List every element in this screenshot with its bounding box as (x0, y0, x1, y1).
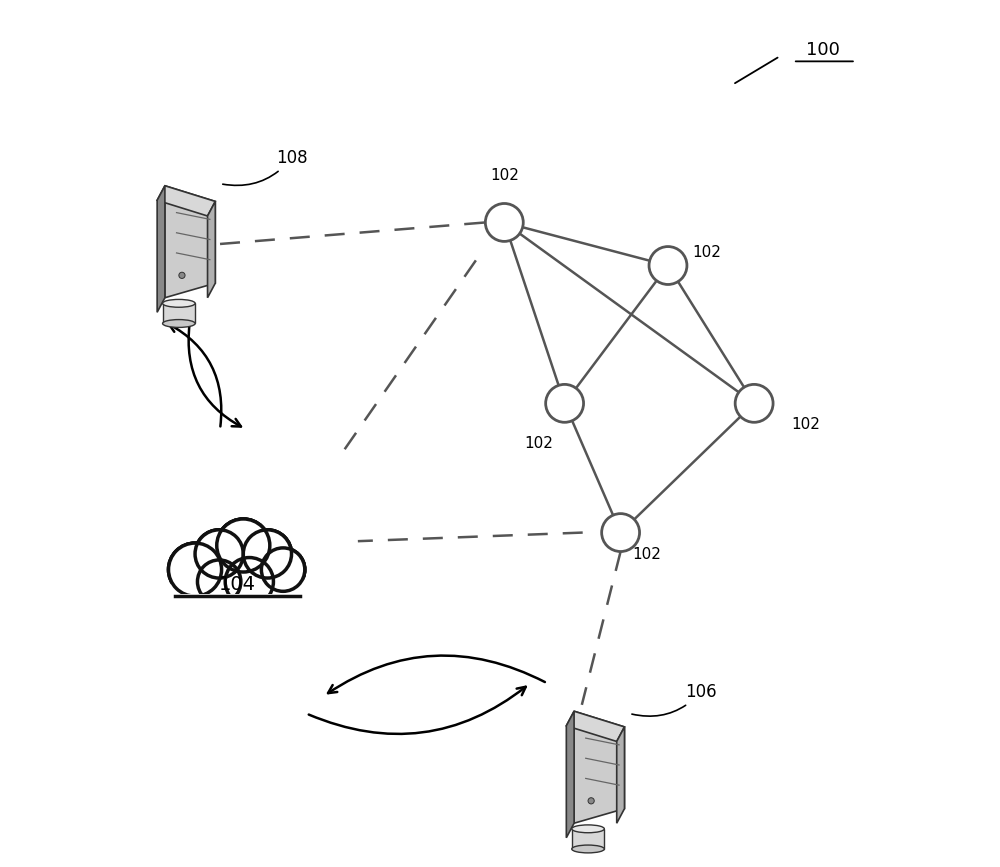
Text: 102: 102 (692, 245, 721, 260)
FancyBboxPatch shape (170, 576, 305, 600)
Circle shape (169, 543, 222, 596)
Text: 108: 108 (223, 149, 308, 186)
Circle shape (262, 549, 304, 590)
Polygon shape (617, 727, 624, 824)
FancyBboxPatch shape (163, 303, 195, 323)
Ellipse shape (572, 825, 604, 832)
Circle shape (649, 246, 687, 284)
Circle shape (602, 513, 640, 551)
Circle shape (195, 530, 243, 578)
Circle shape (197, 560, 241, 603)
Polygon shape (574, 711, 624, 824)
Circle shape (217, 519, 270, 572)
Text: 106: 106 (632, 683, 717, 716)
Circle shape (217, 519, 270, 572)
Circle shape (485, 204, 523, 241)
Circle shape (226, 558, 273, 605)
FancyBboxPatch shape (175, 594, 300, 624)
Circle shape (735, 384, 773, 422)
Ellipse shape (163, 320, 195, 328)
Text: 104: 104 (219, 575, 256, 594)
Circle shape (261, 548, 305, 591)
Polygon shape (157, 186, 165, 312)
Circle shape (261, 548, 305, 591)
Circle shape (169, 544, 221, 596)
Circle shape (546, 384, 584, 422)
Text: 102: 102 (490, 167, 519, 183)
Polygon shape (157, 186, 215, 216)
Ellipse shape (163, 299, 195, 307)
Polygon shape (208, 201, 215, 297)
Ellipse shape (572, 845, 604, 853)
Circle shape (195, 530, 243, 578)
Circle shape (179, 272, 185, 278)
Circle shape (243, 530, 292, 578)
Text: 102: 102 (791, 417, 820, 433)
Circle shape (196, 531, 243, 577)
Circle shape (197, 560, 241, 603)
FancyBboxPatch shape (170, 573, 305, 600)
Circle shape (588, 798, 594, 804)
FancyBboxPatch shape (572, 829, 604, 849)
Circle shape (225, 557, 273, 606)
Circle shape (243, 530, 292, 578)
Circle shape (218, 519, 269, 571)
Text: 102: 102 (524, 436, 553, 452)
Text: 102: 102 (632, 546, 661, 562)
Polygon shape (566, 711, 624, 741)
FancyBboxPatch shape (171, 572, 304, 598)
Circle shape (244, 531, 291, 577)
Circle shape (198, 561, 240, 603)
Polygon shape (165, 186, 215, 297)
Circle shape (225, 557, 273, 606)
Text: 100: 100 (806, 41, 840, 59)
Circle shape (169, 543, 222, 596)
Polygon shape (566, 711, 574, 838)
